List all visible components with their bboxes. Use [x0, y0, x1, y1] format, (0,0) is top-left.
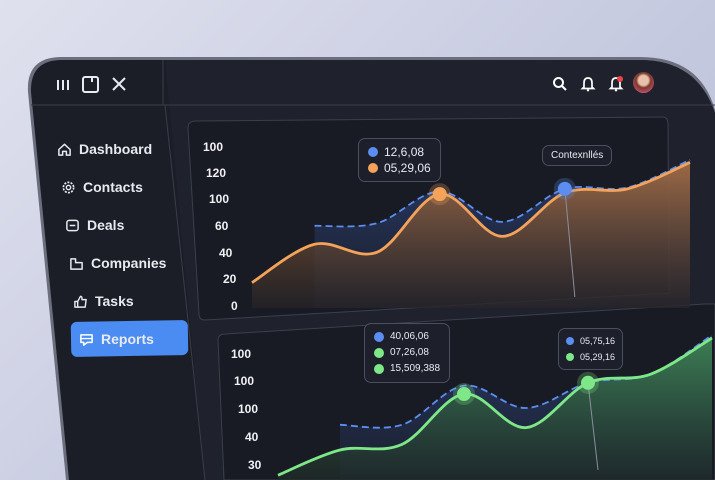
y-tick: 100 [231, 347, 252, 361]
chart2-tooltip-1: 40,06,06 07,26,08 15,509,388 [364, 323, 451, 383]
chart1-tooltip-2: Contexnllés [542, 145, 613, 166]
tooltip-value: 07,26,08 [390, 347, 429, 358]
chart2-tooltip-2: 05,75,16 05,29,16 [558, 328, 624, 370]
tooltip-value: 12,6,08 [384, 145, 425, 159]
tooltip-value: 05,29,16 [580, 352, 616, 362]
home-icon [58, 143, 71, 156]
legend-dot-blue [368, 147, 378, 157]
series-line-blue-dashed [314, 158, 691, 228]
window-controls [57, 76, 126, 93]
sidebar-item-contacts[interactable]: Contacts [61, 179, 143, 195]
y-tick: 60 [215, 219, 229, 233]
data-point-marker[interactable] [557, 181, 572, 196]
y-tick: 120 [206, 166, 227, 180]
y-tick: 20 [223, 272, 237, 286]
bell-notification-icon[interactable] [608, 76, 624, 92]
y-tick: 100 [238, 402, 259, 416]
thumbs-up-icon [74, 295, 87, 308]
sidebar-item-label: Deals [87, 217, 125, 233]
legend-dot-orange [368, 163, 378, 173]
avatar[interactable] [633, 72, 654, 93]
y-tick: 100 [203, 140, 224, 154]
y-tick: 40 [219, 246, 233, 260]
crosshair-line [564, 188, 576, 298]
sidebar-item-label: Contacts [83, 179, 143, 195]
tooltip-label: Contexnllés [551, 150, 604, 161]
y-tick: 100 [234, 374, 255, 388]
y-tick: 0 [231, 299, 238, 313]
legend-dot-blue [374, 332, 384, 342]
legend-dot-blue [566, 337, 574, 345]
chat-icon [80, 333, 93, 346]
tooltip-value: 05,75,16 [580, 336, 616, 346]
data-point-marker[interactable] [432, 187, 447, 202]
tooltip-value: 15,509,388 [390, 363, 441, 374]
series-line-green [277, 336, 713, 477]
gear-icon [62, 181, 75, 193]
sidebar-item-label: Tasks [95, 293, 134, 309]
series-area-green [278, 338, 712, 480]
legend-dot-green [374, 348, 384, 358]
sidebar-item-companies[interactable]: Companies [69, 255, 166, 271]
sidebar-item-label: Reports [101, 331, 154, 347]
y-tick: 30 [248, 458, 262, 472]
sidebar-item-deals[interactable]: Deals [65, 217, 124, 233]
sidebar-item-label: Companies [91, 255, 167, 271]
legend-dot-green [566, 353, 574, 361]
legend-dot-green [374, 364, 384, 374]
search-icon[interactable] [552, 76, 568, 92]
series-line-orange [251, 161, 691, 284]
folder-icon [70, 257, 83, 270]
crosshair-line [587, 382, 599, 471]
menu-icon[interactable] [57, 80, 69, 90]
sidebar-item-reports[interactable]: Reports [79, 331, 154, 347]
sidebar-item-tasks[interactable]: Tasks [73, 293, 134, 309]
y-tick: 100 [209, 192, 230, 206]
bell-icon[interactable] [580, 76, 596, 92]
close-icon[interactable] [112, 77, 126, 91]
square-icon[interactable] [82, 76, 99, 93]
sidebar-item-label: Dashboard [79, 141, 153, 157]
data-point-marker[interactable] [581, 375, 595, 390]
series-area-orange [252, 162, 690, 308]
y-tick: 40 [245, 430, 259, 444]
tooltip-value: 05,29,06 [384, 161, 431, 175]
card-icon [66, 219, 79, 231]
sidebar-item-dashboard[interactable]: Dashboard [57, 141, 152, 157]
chart1-tooltip-1: 12,6,08 05,29,06 [358, 138, 441, 182]
data-point-marker[interactable] [457, 387, 471, 401]
tooltip-value: 40,06,06 [390, 331, 429, 342]
